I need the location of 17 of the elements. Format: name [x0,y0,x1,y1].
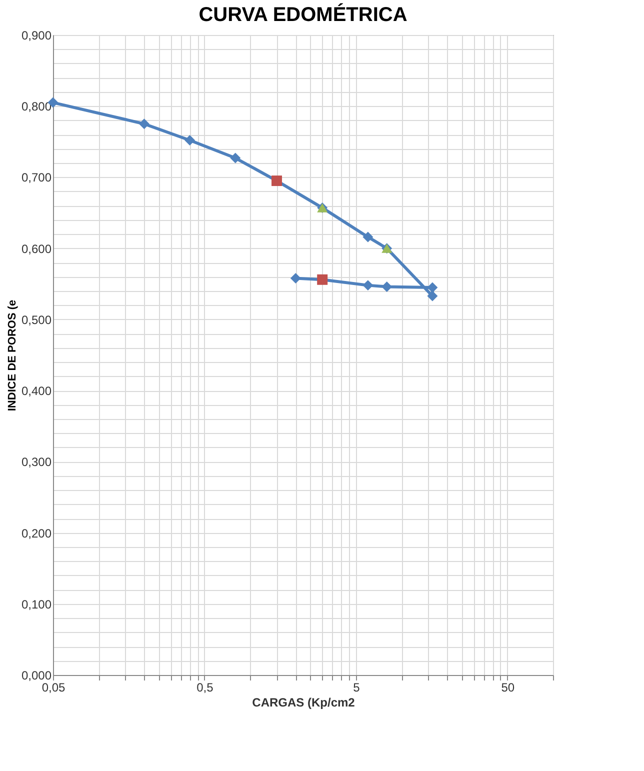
y-tick-label: 0,300 [21,455,52,470]
y-tick-label: 0,700 [21,170,52,185]
y-tick-label: 0,200 [21,526,52,540]
x-axis-title: CARGAS (Kp/cm2 [252,696,356,710]
y-tick-label: 0,500 [21,312,52,327]
x-tick-label: 5 [353,680,360,694]
x-tick-label: 0,5 [196,680,214,694]
chart-title: CURVA EDOMÉTRICA [198,3,408,26]
y-axis-title: INDICE DE POROS (e [6,300,18,412]
y-tick-label: 0,900 [21,28,52,42]
x-tick-label: 50 [501,680,515,694]
x-tick-label: 0,05 [42,680,66,694]
y-tick-label: 0,600 [21,242,52,256]
y-tick-label: 0,800 [21,100,52,114]
y-tick-label: 0,400 [21,384,52,398]
y-tick-label: 0,000 [21,668,52,682]
y-tick-label: 0,100 [21,597,52,612]
